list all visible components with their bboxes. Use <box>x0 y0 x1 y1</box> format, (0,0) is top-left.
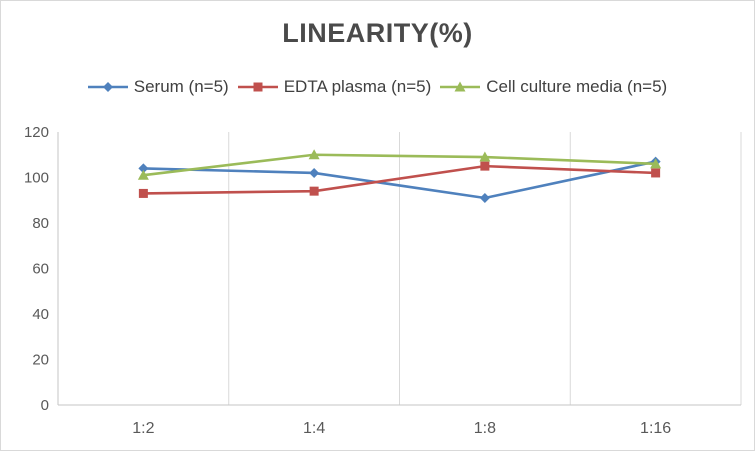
legend-item-serum-n-5: Serum (n=5) <box>87 77 229 97</box>
triangle-marker-icon <box>479 151 491 162</box>
legend-item-edta-plasma-n-5: EDTA plasma (n=5) <box>237 77 432 97</box>
y-tick-label: 120 <box>24 124 49 141</box>
triangle-marker-icon <box>650 158 662 169</box>
square-marker-icon <box>480 161 490 171</box>
square-marker-icon <box>309 186 319 196</box>
legend-label: EDTA plasma (n=5) <box>283 77 432 96</box>
triangle-marker-icon <box>137 169 149 180</box>
x-tick-label: 1:8 <box>474 420 496 437</box>
triangle-marker-icon <box>308 149 320 160</box>
series-line-serum-n-5 <box>143 160 656 200</box>
square-marker-icon <box>651 168 661 178</box>
legend-triangle-icon <box>440 81 481 92</box>
y-tick-label: 0 <box>41 397 49 414</box>
y-tick-label: 100 <box>24 170 49 187</box>
chart-title: LINEARITY(%) <box>282 18 473 48</box>
diamond-marker-icon <box>138 163 149 174</box>
legend: Serum (n=5) EDTA plasma (n=5) Cell culture… <box>1 77 754 97</box>
y-tick-label: 40 <box>32 306 49 323</box>
series-line-cell-culture-media-n-5 <box>143 153 656 177</box>
series-line-edta-plasma-n-5 <box>143 164 656 195</box>
diamond-marker-icon <box>479 192 490 203</box>
y-tick-label: 20 <box>32 352 49 369</box>
legend-diamond-icon <box>87 82 128 92</box>
y-tick-label: 80 <box>32 215 49 232</box>
legend-square-icon <box>237 82 278 92</box>
x-tick-label: 1:4 <box>303 420 325 437</box>
x-tick-label: 1:2 <box>132 420 154 437</box>
series-edta-plasma-n-5 <box>138 161 661 198</box>
series-cell-culture-media-n-5 <box>137 149 662 180</box>
y-tick-label: 60 <box>32 261 49 278</box>
diamond-marker-icon <box>309 167 320 178</box>
legend-label: Cell culture media (n=5) <box>486 77 668 96</box>
legend-item-cell-culture-media-n-5: Cell culture media (n=5) <box>440 77 667 97</box>
legend-label: Serum (n=5) <box>133 77 229 96</box>
square-marker-icon <box>138 188 148 198</box>
x-tick-label: 1:16 <box>640 420 671 437</box>
